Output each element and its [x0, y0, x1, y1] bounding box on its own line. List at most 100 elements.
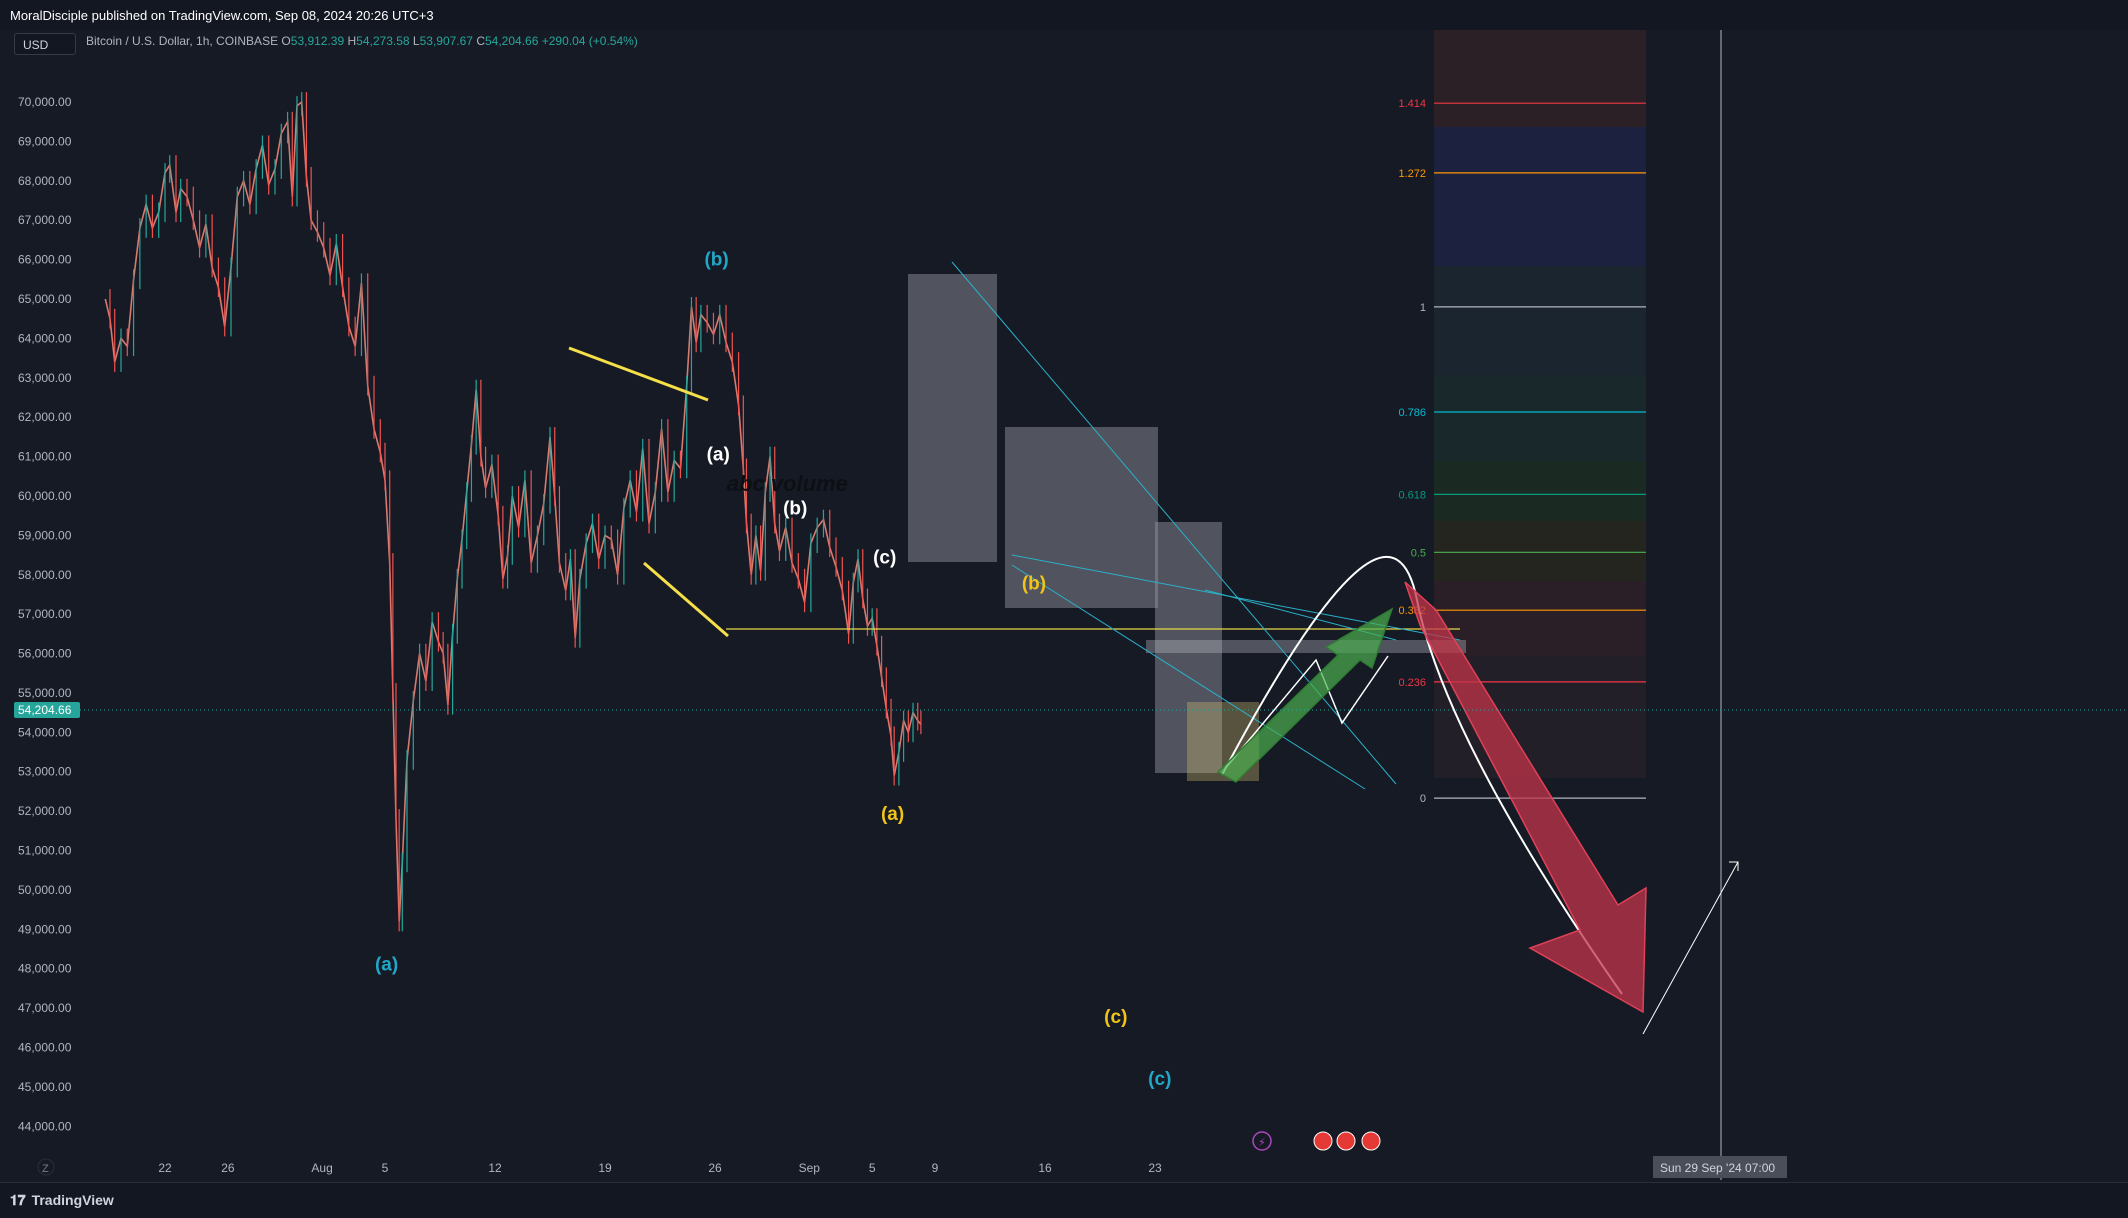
y-tick-label: 50,000.00	[18, 883, 72, 897]
us-flag-icon[interactable]	[1313, 1131, 1333, 1151]
x-tick-label: 26	[221, 1161, 235, 1175]
y-tick-label: 55,000.00	[18, 686, 72, 700]
currency-selector[interactable]: USD	[14, 33, 76, 55]
price-series	[104, 92, 922, 932]
publisher-text: MoralDisciple published on TradingView.c…	[10, 8, 434, 23]
fib-band-blue	[1434, 266, 1646, 375]
future-arrow-head	[1729, 861, 1739, 871]
tradingview-logo-icon: 𝟏𝟕	[10, 1192, 26, 1208]
fib-level-label: 1	[1420, 302, 1426, 314]
close-label: C	[476, 34, 485, 48]
wave-label: (b)	[704, 250, 728, 271]
time-axis[interactable]: 22 26 Aug 5 12 19 26 Sep 5 9 16 23	[158, 1161, 1162, 1175]
x-tick-label: 26	[708, 1161, 722, 1175]
x-tick-label: Aug	[311, 1161, 332, 1175]
fib-level-label: 0	[1420, 793, 1426, 805]
wave-label: (c)	[1148, 1069, 1171, 1090]
symbol-legend: Bitcoin / U.S. Dollar, 1h, COINBASE O53,…	[86, 34, 638, 48]
y-tick-label: 44,000.00	[18, 1119, 72, 1133]
y-tick-label: 56,000.00	[18, 647, 72, 661]
red-down-arrow	[1404, 581, 1647, 1014]
footer-bar: 𝟏𝟕 TradingView	[0, 1182, 2128, 1218]
y-tick-label: 59,000.00	[18, 528, 72, 542]
wedge-lower-line	[643, 561, 729, 638]
last-price-tag: 54,204.66	[14, 702, 2128, 718]
x-tick-label: 9	[932, 1161, 939, 1175]
open-label: O	[281, 34, 291, 48]
cursor-date-tag: Sun 29 Sep '24 07:00	[1653, 1156, 1787, 1178]
y-tick-label: 48,000.00	[18, 962, 72, 976]
fib-level-label: 0.5	[1411, 547, 1426, 559]
y-tick-label: 69,000.00	[18, 134, 72, 148]
change-value: +290.04 (+0.54%)	[541, 34, 638, 48]
wave-label: (c)	[873, 548, 896, 569]
fib-band-upper	[1434, 127, 1646, 266]
fib-band-red	[1434, 581, 1646, 656]
wave-label: (a)	[881, 804, 904, 825]
wave-label: (a)	[375, 955, 398, 976]
x-tick-label: 5	[869, 1161, 876, 1175]
wave-label: (c)	[1104, 1007, 1127, 1028]
wave-box-c	[1155, 522, 1222, 773]
fib-level-label: 1.414	[1398, 98, 1426, 110]
fib-level-label: 0.786	[1398, 407, 1426, 419]
y-tick-label: 58,000.00	[18, 568, 72, 582]
y-tick-label: 64,000.00	[18, 331, 72, 345]
us-flag-icon[interactable]	[1336, 1131, 1356, 1151]
y-tick-label: 68,000.00	[18, 174, 72, 188]
wave-label: (b)	[1022, 574, 1046, 595]
wave-labels: (b) (a) (c) (a) (b) (c) (b) (a) (c) abc volume	[375, 250, 1171, 1090]
y-tick-label: 47,000.00	[18, 1001, 72, 1015]
y-tick-label: 60,000.00	[18, 489, 72, 503]
wave-label: (b)	[783, 499, 807, 520]
future-arrow-line	[1642, 861, 1739, 1035]
x-tick-label: 16	[1038, 1161, 1052, 1175]
last-price-label: 54,204.66	[18, 703, 72, 717]
z-button[interactable]	[37, 1158, 55, 1176]
price-axis[interactable]: 70,000.00 69,000.00 68,000.00 67,000.00 66,0…	[18, 95, 72, 1133]
y-tick-label: 63,000.00	[18, 371, 72, 385]
x-tick-label: 5	[382, 1161, 389, 1175]
close-value: 54,204.66	[485, 34, 539, 48]
wave-label: abc volume	[727, 471, 848, 496]
tradingview-logo[interactable]: 𝟏𝟕 TradingView	[10, 1192, 114, 1209]
open-value: 53,912.39	[290, 34, 345, 48]
x-tick-label: 22	[158, 1161, 172, 1175]
cursor-date-bg	[1653, 1156, 1787, 1178]
x-tick-label: Sep	[799, 1161, 821, 1175]
last-price-bg	[14, 702, 80, 718]
y-tick-label: 66,000.00	[18, 253, 72, 267]
y-tick-label: 67,000.00	[18, 213, 72, 227]
price-line	[104, 100, 922, 922]
x-tick-label: 19	[598, 1161, 612, 1175]
us-flag-icon[interactable]	[1361, 1131, 1381, 1151]
y-tick-label: 54,000.00	[18, 725, 72, 739]
symbol-name: Bitcoin / U.S. Dollar, 1h, COINBASE	[86, 34, 279, 48]
high-label: H	[347, 34, 357, 48]
y-tick-label: 46,000.00	[18, 1041, 72, 1055]
y-tick-label: 53,000.00	[18, 765, 72, 779]
fib-band-top	[1434, 30, 1646, 127]
lightning-glyph: ⚡	[1258, 1136, 1266, 1149]
wave-label: (a)	[707, 445, 730, 466]
fib-bands	[1434, 30, 1646, 778]
y-tick-label: 51,000.00	[18, 844, 72, 858]
y-tick-label: 52,000.00	[18, 804, 72, 818]
y-tick-label: 57,000.00	[18, 607, 72, 621]
fib-level-label: 0.618	[1398, 489, 1426, 501]
event-icons: ⚡ Z	[37, 1131, 1381, 1176]
fib-level-label: 1.272	[1398, 168, 1426, 180]
fib-band-yellow	[1434, 521, 1646, 581]
publisher-header: MoralDisciple published on TradingView.c…	[0, 0, 2128, 30]
wave-boxes	[908, 274, 1466, 781]
green-up-arrow	[1216, 607, 1394, 783]
resistance-zone	[1146, 640, 1466, 653]
drawings	[568, 30, 1739, 1180]
z-label: Z	[42, 1163, 49, 1175]
y-tick-label: 49,000.00	[18, 922, 72, 936]
cursor-date-label: Sun 29 Sep '24 07:00	[1660, 1161, 1775, 1175]
x-tick-label: 23	[1148, 1161, 1162, 1175]
low-label: L	[412, 34, 420, 48]
lightning-event-icon[interactable]	[1252, 1131, 1272, 1151]
